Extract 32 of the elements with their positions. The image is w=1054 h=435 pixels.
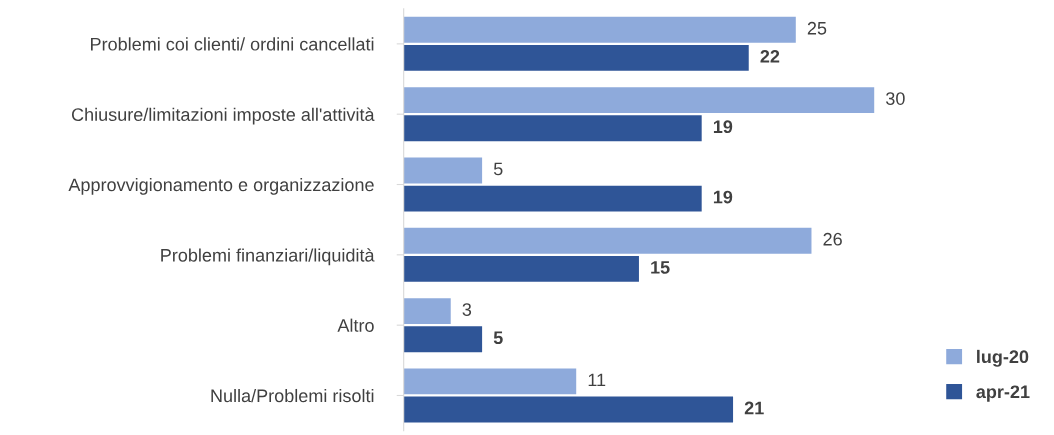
bar	[403, 396, 734, 423]
data-label: 15	[651, 261, 670, 274]
data-label: 21	[744, 401, 764, 415]
bar	[403, 185, 702, 212]
bar	[403, 326, 483, 353]
bar	[403, 157, 483, 184]
y-tick-label: Problemi coi clienti/ ordini cancellati	[91, 37, 374, 51]
legend-label: apr-21	[976, 385, 1030, 402]
data-label: 22	[760, 49, 780, 63]
bar	[403, 298, 451, 325]
bar	[403, 16, 796, 43]
y-tick-label: Nulla/Problemi risolti	[211, 388, 374, 403]
data-label: 5	[493, 331, 503, 345]
bar	[403, 227, 812, 254]
bar	[403, 255, 639, 282]
data-label: 19	[713, 120, 733, 134]
bar	[403, 115, 702, 142]
y-tick-label: Altro	[337, 318, 374, 332]
bar	[403, 368, 577, 395]
data-label: 11	[588, 373, 606, 387]
data-label: 5	[493, 162, 503, 176]
bar	[403, 44, 749, 71]
y-tick-label: Problemi finanziari/liquidità	[161, 248, 375, 266]
data-label: 3	[462, 303, 472, 316]
data-label: 26	[823, 232, 842, 246]
data-label: 19	[713, 190, 733, 204]
y-tick-label: Chiusure/limitazioni imposte all'attività	[71, 107, 375, 125]
y-tick-label: Approvvigionamento e organizzazione	[68, 177, 374, 195]
data-label: 30	[886, 92, 905, 105]
data-label: 25	[807, 21, 827, 35]
legend-label: lug-20	[977, 349, 1029, 367]
bar	[403, 87, 875, 114]
